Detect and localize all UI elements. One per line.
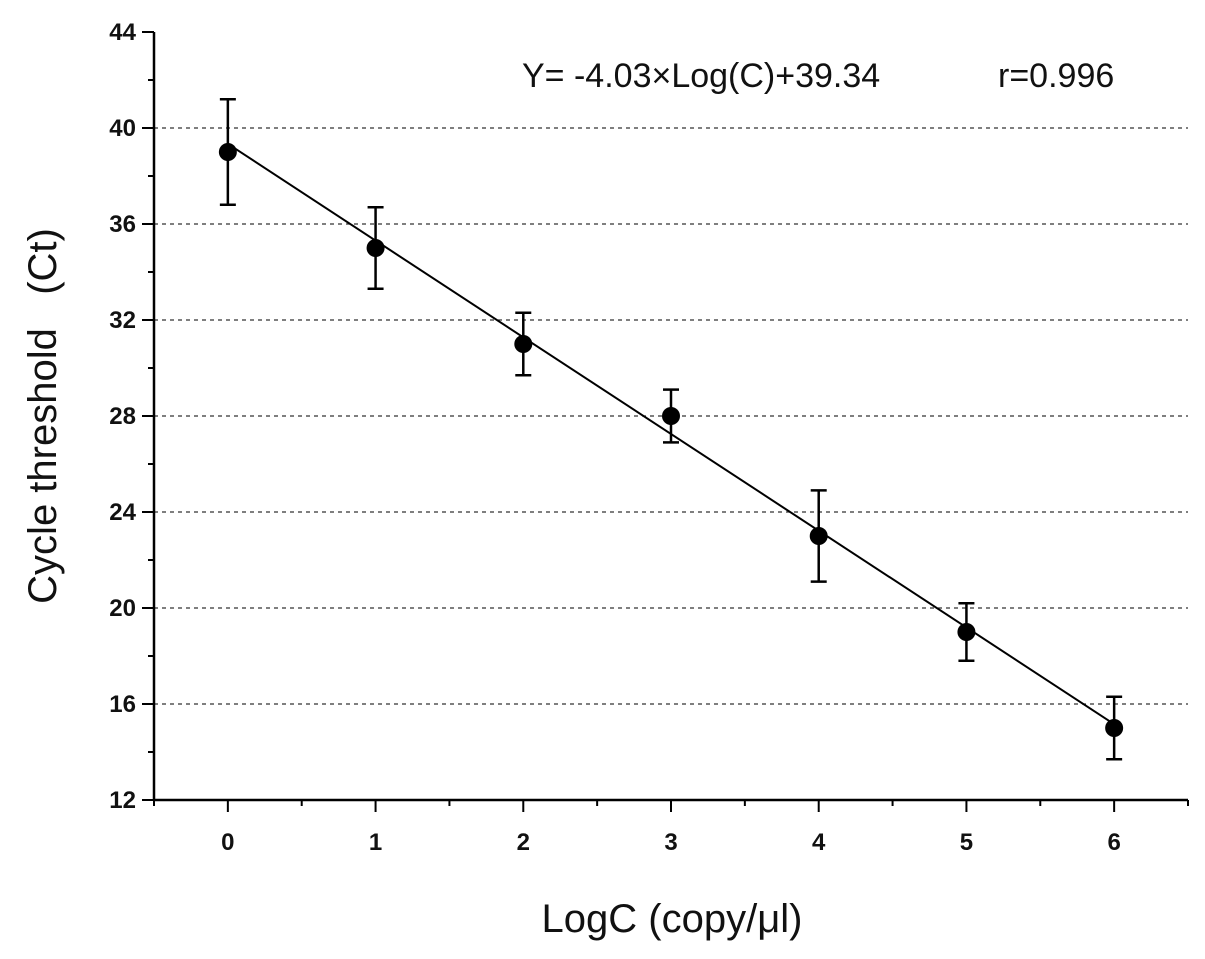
y-tick-label-24: 24 bbox=[109, 499, 136, 526]
data-point-4 bbox=[809, 527, 828, 545]
fit-equation: Y= -4.03×Log(C)+39.34 bbox=[522, 57, 880, 95]
data-point-3 bbox=[662, 407, 680, 425]
y-tick-label-20: 20 bbox=[109, 595, 136, 622]
x-tick-label-6: 6 bbox=[1107, 829, 1120, 856]
x-tick-label-5: 5 bbox=[960, 829, 973, 856]
error-bars bbox=[219, 97, 1123, 761]
x-tick-label-1: 1 bbox=[369, 829, 382, 856]
data-point-1 bbox=[366, 239, 385, 257]
y-tick-label-40: 40 bbox=[109, 115, 136, 142]
correlation-coefficient: r=0.996 bbox=[998, 57, 1114, 95]
y-tick-label-16: 16 bbox=[109, 691, 136, 718]
x-tick-label-3: 3 bbox=[664, 829, 677, 856]
axes bbox=[142, 31, 1189, 812]
y-tick-label-12: 12 bbox=[109, 787, 136, 814]
data-point-6 bbox=[1105, 719, 1124, 737]
y-tick-label-36: 36 bbox=[109, 211, 136, 238]
data-point-0 bbox=[218, 143, 237, 161]
y-axis-title: Cycle threshold (Ct) bbox=[21, 228, 65, 604]
x-tick-label-0: 0 bbox=[221, 829, 234, 856]
x-axis-title: LogC (copy/μl) bbox=[542, 897, 803, 941]
y-tick-label-28: 28 bbox=[109, 403, 136, 430]
data-point-2 bbox=[514, 335, 533, 353]
x-tick-label-2: 2 bbox=[517, 829, 530, 856]
y-tick-label-32: 32 bbox=[109, 307, 136, 334]
data-points bbox=[218, 143, 1124, 737]
data-point-5 bbox=[957, 623, 976, 641]
y-tick-label-44: 44 bbox=[109, 19, 136, 46]
x-tick-label-4: 4 bbox=[812, 829, 826, 856]
